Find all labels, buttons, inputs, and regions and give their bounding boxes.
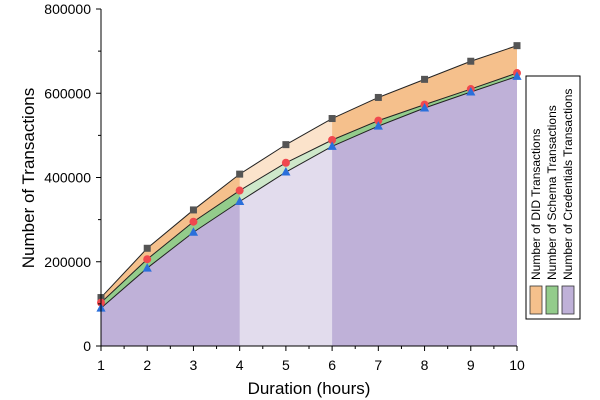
marker-s3-8: [419, 102, 430, 112]
legend-label-1: Number of DID Transactions: [529, 129, 543, 280]
x-tick-label-9: 9: [467, 357, 475, 373]
x-tick-label-4: 4: [236, 357, 244, 373]
highlight-overlay: [239, 118, 333, 347]
series-line-2: [100, 72, 518, 303]
y-tick-label-200000: 200000: [44, 254, 91, 270]
legend-swatch-2: [545, 285, 559, 315]
x-tick-label-8: 8: [421, 357, 429, 373]
legend: Number of DID Transactions Number of Sche…: [525, 75, 581, 320]
marker-s1-7: [374, 93, 382, 101]
axes: 1 2 3 4 5 6 7 8 9 10 0 200000 400000 600000 800000: [44, 1, 525, 373]
x-tick-label-1: 1: [97, 357, 105, 373]
marker-s3-4: [235, 196, 245, 206]
marker-s1-9: [467, 57, 475, 65]
legend-swatch-3: [561, 285, 575, 315]
marker-s1-6: [328, 115, 336, 123]
y-tick-label-800000: 800000: [44, 1, 91, 17]
series-line-1: [100, 45, 518, 298]
x-tick-label-3: 3: [190, 357, 198, 373]
marker-s1-5: [282, 141, 290, 149]
x-tick-label-7: 7: [374, 357, 382, 373]
y-tick-label-400000: 400000: [44, 170, 91, 186]
marker-s2-4: [235, 186, 244, 195]
legend-label-3: Number of Credentials Transactions: [561, 89, 575, 280]
marker-s2-7: [374, 116, 383, 125]
marker-s1-4: [236, 170, 244, 178]
y-tick-label-0: 0: [83, 338, 91, 354]
x-tick-label-10: 10: [509, 357, 525, 373]
legend-box: [525, 75, 581, 320]
marker-s3-9: [466, 86, 476, 96]
highlight-region: [239, 118, 333, 347]
marker-s3-5: [281, 167, 291, 176]
marker-s3-10: [512, 71, 522, 80]
marker-s2-5: [281, 158, 290, 167]
marker-s2-3: [189, 217, 198, 226]
series-lines: [100, 45, 518, 309]
x-axis-title: Duration (hours): [248, 379, 371, 398]
x-tick-label-6: 6: [328, 357, 336, 373]
marker-s1-10: [513, 42, 521, 50]
series-line-3: [100, 75, 518, 309]
legend-label-2: Number of Schema Transactions: [545, 105, 559, 280]
area-band-1: [101, 45, 517, 303]
marker-s3-2: [142, 263, 152, 272]
marker-s2-6: [328, 136, 337, 145]
legend-swatch-1: [529, 285, 543, 315]
marker-s1-3: [189, 206, 197, 214]
marker-s3-6: [327, 141, 337, 150]
y-tick-label-600000: 600000: [44, 85, 91, 101]
marker-s1-2: [143, 244, 151, 252]
x-tick-label-5: 5: [282, 357, 290, 373]
marker-s3-3: [188, 227, 199, 236]
series-markers: [96, 42, 522, 312]
marker-s1-8: [421, 75, 429, 83]
x-tick-label-2: 2: [143, 357, 151, 373]
marker-s2-2: [143, 255, 152, 264]
marker-s3-7: [373, 121, 383, 130]
y-axis-title: Number of Transactions: [19, 88, 38, 268]
